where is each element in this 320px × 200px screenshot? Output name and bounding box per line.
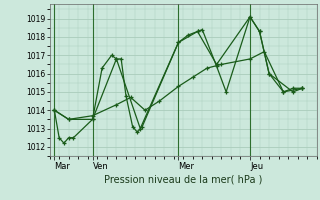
X-axis label: Pression niveau de la mer( hPa ): Pression niveau de la mer( hPa )	[104, 175, 262, 185]
